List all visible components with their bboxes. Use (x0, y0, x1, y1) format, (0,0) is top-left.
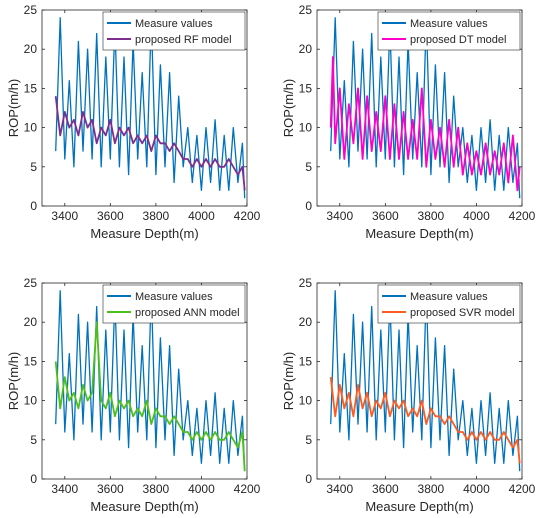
series-line-2 (54, 96, 246, 191)
legend-box (102, 11, 246, 51)
y-tick-label: 5 (305, 433, 312, 447)
series-line-2 (329, 56, 521, 192)
chart-panel-3: 3400 3600 3800 4000 4200 0 5 10 15 20 25 Measure De… (6, 276, 261, 514)
y-tick-label: 10 (299, 394, 313, 408)
x-axis-label: Measure Depth(m) (90, 499, 198, 514)
y-tick-label: 10 (24, 394, 38, 408)
x-tick-label: 3400 (51, 482, 78, 496)
legend-label-1: Measure values (135, 291, 213, 303)
y-axis-label: ROP(m/h) (281, 79, 296, 138)
y-tick-label: 15 (24, 81, 38, 95)
legend-box (377, 284, 521, 324)
y-tick-label: 15 (24, 354, 38, 368)
x-tick-label: 3800 (418, 209, 445, 223)
chart-panel-2: 3400 3600 3800 4000 4200 0 5 10 15 20 25 Measure De… (281, 3, 536, 241)
legend-label-2: proposed RF model (135, 34, 232, 46)
y-tick-label: 10 (24, 121, 38, 135)
legend: Measure values proposed ANN model (102, 284, 246, 324)
y-tick-label: 0 (30, 472, 37, 486)
y-tick-label: 0 (305, 199, 312, 213)
legend-label-1: Measure values (410, 291, 488, 303)
y-tick-label: 5 (30, 433, 37, 447)
series-line-2 (329, 376, 521, 464)
y-tick-label: 20 (299, 315, 313, 329)
x-axis-label: Measure Depth(m) (90, 226, 198, 241)
x-tick-label: 3400 (51, 209, 78, 223)
y-tick-label: 15 (299, 354, 313, 368)
y-axis-label: ROP(m/h) (6, 79, 21, 138)
x-tick-label: 3600 (372, 209, 399, 223)
x-tick-label: 3400 (326, 209, 353, 223)
y-tick-label: 25 (24, 3, 38, 17)
y-tick-label: 20 (24, 42, 38, 56)
y-tick-label: 20 (299, 42, 313, 56)
axes-box (316, 282, 523, 480)
x-tick-label: 4200 (234, 209, 261, 223)
legend: Measure values proposed DT model (377, 11, 521, 51)
x-axis-label: Measure Depth(m) (365, 499, 473, 514)
x-tick-label: 3600 (372, 482, 399, 496)
y-tick-label: 25 (299, 276, 313, 290)
legend: Measure values proposed RF model (102, 11, 246, 51)
y-axis-label: ROP(m/h) (6, 352, 21, 411)
x-tick-label: 4200 (509, 209, 536, 223)
axes-box (316, 9, 523, 207)
y-tick-label: 25 (24, 276, 38, 290)
legend: Measure values proposed SVR model (377, 284, 521, 324)
chart-panel-4: 3400 3600 3800 4000 4200 0 5 10 15 20 25 Measure De… (281, 276, 536, 514)
y-tick-label: 5 (30, 160, 37, 174)
x-tick-label: 4000 (463, 482, 490, 496)
legend-box (377, 11, 521, 51)
y-tick-label: 25 (299, 3, 313, 17)
x-tick-label: 4000 (463, 209, 490, 223)
x-tick-label: 3800 (143, 482, 170, 496)
legend-label-2: proposed DT model (410, 34, 506, 46)
x-tick-label: 3600 (97, 209, 124, 223)
y-tick-label: 0 (30, 199, 37, 213)
axes-box (41, 282, 248, 480)
axes-box (41, 9, 248, 207)
x-tick-label: 3800 (418, 482, 445, 496)
x-tick-label: 4200 (234, 482, 261, 496)
y-tick-label: 5 (305, 160, 312, 174)
legend-box (102, 284, 246, 324)
x-tick-label: 3600 (97, 482, 124, 496)
x-tick-label: 4000 (188, 482, 215, 496)
x-tick-label: 3800 (143, 209, 170, 223)
y-tick-label: 20 (24, 315, 38, 329)
y-axis-label: ROP(m/h) (281, 352, 296, 411)
y-tick-label: 0 (305, 472, 312, 486)
legend-label-2: proposed SVR model (410, 307, 515, 319)
legend-label-2: proposed ANN model (135, 307, 240, 319)
series-line-2 (54, 321, 246, 472)
y-tick-label: 10 (299, 121, 313, 135)
x-tick-label: 3400 (326, 482, 353, 496)
x-tick-label: 4000 (188, 209, 215, 223)
x-tick-label: 4200 (509, 482, 536, 496)
y-tick-label: 15 (299, 81, 313, 95)
x-axis-label: Measure Depth(m) (365, 226, 473, 241)
legend-label-1: Measure values (135, 18, 213, 30)
chart-panel-1: 3400 3600 3800 4000 4200 0 5 10 15 20 25 Measure De… (6, 3, 261, 241)
legend-label-1: Measure values (410, 18, 488, 30)
